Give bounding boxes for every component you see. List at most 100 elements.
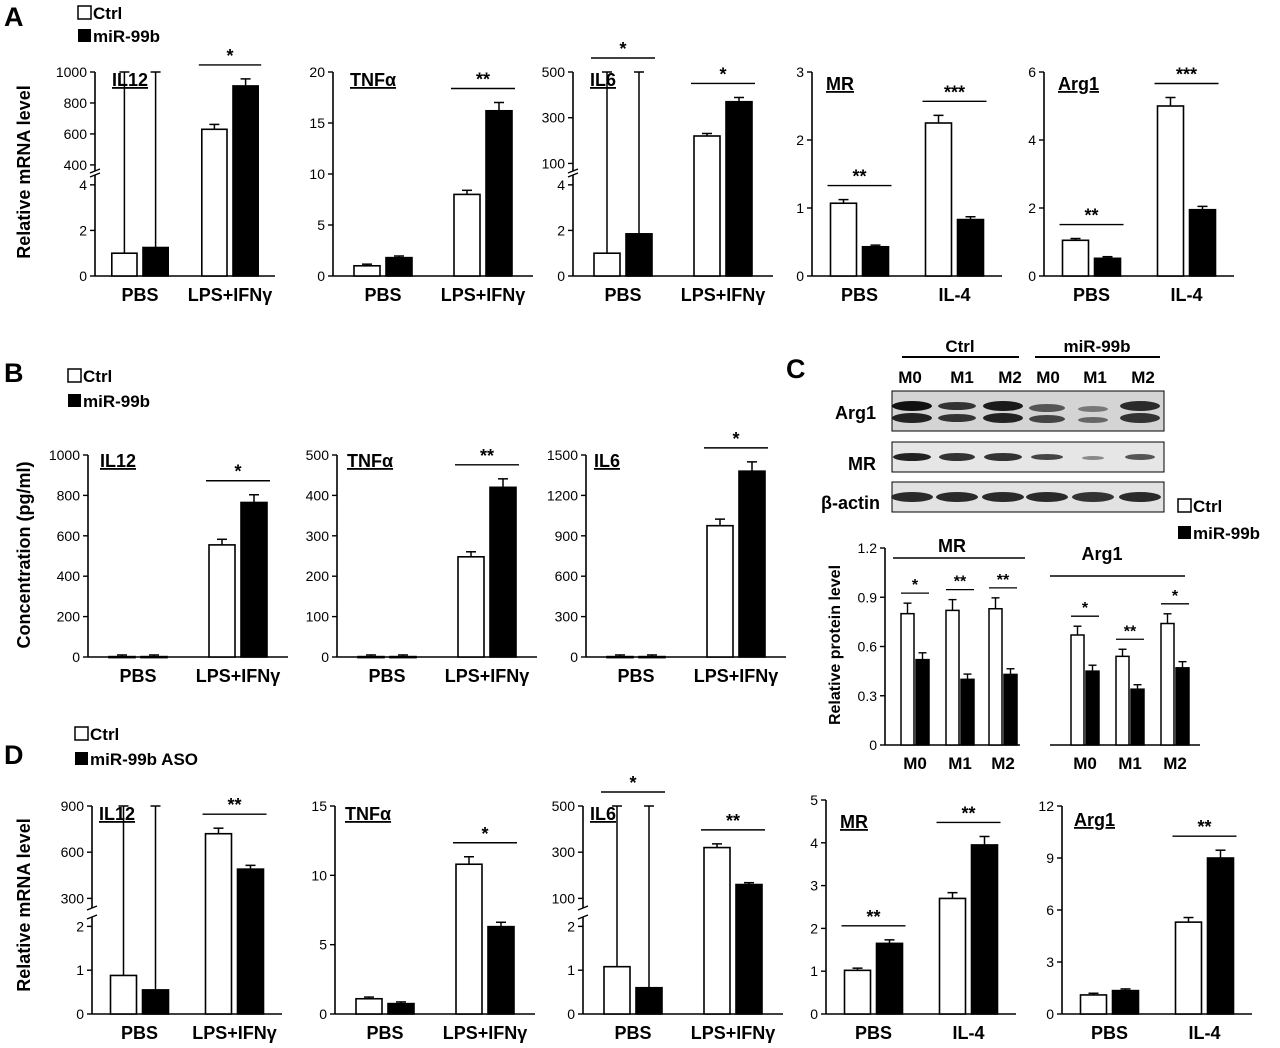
y-tick-label: 0 bbox=[1028, 268, 1036, 284]
bar-ctrl bbox=[1070, 634, 1085, 746]
legend-label-mir99b: miR-99b bbox=[83, 392, 150, 411]
x-tick-label: IL-4 bbox=[1170, 285, 1202, 305]
bar-ctrl bbox=[606, 655, 634, 659]
blot-lane-label: M1 bbox=[950, 368, 974, 387]
x-tick-label: LPS+IFNγ bbox=[694, 666, 779, 686]
x-tick-label: M1 bbox=[948, 754, 972, 773]
bar-treatment bbox=[236, 868, 265, 1015]
x-tick-label: M0 bbox=[1073, 754, 1097, 773]
chart-d1: 0 1 2 300 600 900 IL12 PBS LPS+IFNγ ** bbox=[61, 795, 282, 1043]
chart-title: IL6 bbox=[590, 804, 616, 824]
blot-group-mir99b: miR-99b bbox=[1063, 337, 1130, 356]
bar-treatment bbox=[861, 245, 890, 277]
y-tick-label: 0 bbox=[1046, 1006, 1054, 1022]
significance-label: ** bbox=[997, 572, 1010, 589]
panel-label-a: A bbox=[4, 2, 24, 32]
x-tick-label: PBS bbox=[614, 1023, 651, 1043]
y-tick-label: 0.3 bbox=[858, 688, 878, 704]
significance-label: ** bbox=[954, 574, 967, 591]
y-tick-label: 0.9 bbox=[858, 589, 878, 605]
x-tick-label: IL-4 bbox=[1188, 1023, 1220, 1043]
x-tick-label: PBS bbox=[121, 285, 158, 305]
y-tick-label: 500 bbox=[552, 798, 576, 814]
x-tick-label: LPS+IFNγ bbox=[691, 1023, 776, 1043]
y-tick-label: 300 bbox=[552, 844, 576, 860]
blot-band bbox=[984, 453, 1022, 461]
blot-band bbox=[1120, 401, 1160, 411]
y-tick-label: 1000 bbox=[49, 447, 80, 463]
y-title-b: Concentration (pg/ml) bbox=[14, 462, 34, 649]
y-tick-label: 400 bbox=[306, 487, 330, 503]
chart-b2: 0 100 200 300 400 500 TNFα PBS LPS+IFNγ ** bbox=[306, 446, 537, 686]
bar-ctrl bbox=[843, 969, 872, 1015]
bar-ctrl bbox=[1160, 622, 1175, 746]
blot-band bbox=[1072, 492, 1114, 502]
y-tick-label: 4 bbox=[557, 177, 565, 193]
axis-break-mark bbox=[86, 914, 98, 920]
chart-c: 0 0.3 0.6 0.9 1.2 M0 * M1 ** M2 ** M0 * M1 ** M2 * MR Arg1 bbox=[858, 536, 1200, 773]
blot-band bbox=[1125, 454, 1155, 460]
chart-a3: 0 2 4 100 300 500 IL6 PBS * LPS+IFNγ * bbox=[542, 39, 773, 305]
axis-break-mark bbox=[89, 168, 101, 174]
bar-ctrl bbox=[109, 974, 138, 1015]
y-tick-label: 0 bbox=[810, 1006, 818, 1022]
y-tick-label: 0 bbox=[72, 649, 80, 665]
blot-band bbox=[938, 414, 976, 422]
significance-label: * bbox=[719, 64, 726, 84]
chart-title: Arg1 bbox=[1074, 810, 1115, 830]
y-tick-label: 20 bbox=[309, 64, 325, 80]
bar-treatment bbox=[1130, 688, 1145, 746]
bar-treatment bbox=[725, 100, 753, 277]
significance-label: * bbox=[732, 429, 739, 449]
bar-treatment bbox=[387, 1002, 415, 1015]
x-tick-label: LPS+IFNγ bbox=[196, 666, 281, 686]
bar-ctrl bbox=[204, 832, 233, 1015]
chart-title: IL6 bbox=[594, 451, 620, 471]
bar-treatment bbox=[232, 85, 260, 277]
legend-label-mir99b: miR-99b bbox=[93, 27, 160, 46]
y-tick-label: 500 bbox=[306, 447, 330, 463]
blot-band bbox=[983, 401, 1023, 411]
significance-label: *** bbox=[1176, 65, 1197, 85]
blot-band bbox=[893, 453, 931, 461]
x-tick-label: PBS bbox=[366, 1023, 403, 1043]
y-tick-label: 600 bbox=[61, 844, 85, 860]
x-tick-label: M2 bbox=[1163, 754, 1187, 773]
y-tick-label: 0 bbox=[321, 649, 329, 665]
legend-label-ctrl: Ctrl bbox=[83, 367, 112, 386]
y-tick-label: 600 bbox=[555, 568, 579, 584]
blot-group-ctrl: Ctrl bbox=[945, 337, 974, 356]
x-tick-label: PBS bbox=[1073, 285, 1110, 305]
y-tick-label: 2 bbox=[796, 132, 804, 148]
y-tick-label: 0 bbox=[869, 737, 877, 753]
bar-ctrl bbox=[108, 655, 136, 659]
y-tick-label: 0 bbox=[570, 649, 578, 665]
y-tick-label: 1 bbox=[810, 963, 818, 979]
y-tick-label: 0 bbox=[319, 1006, 327, 1022]
legend-label-ctrl: Ctrl bbox=[93, 4, 122, 23]
y-tick-label: 3 bbox=[1046, 954, 1054, 970]
y-tick-label: 3 bbox=[796, 64, 804, 80]
y-tick-label: 500 bbox=[542, 64, 566, 80]
legend-swatch-ctrl bbox=[67, 368, 82, 383]
legend-swatch-ctrl bbox=[74, 726, 89, 741]
legend-d: Ctrl miR-99b ASO bbox=[74, 725, 198, 769]
x-tick-label: M2 bbox=[991, 754, 1015, 773]
bar-ctrl bbox=[111, 252, 138, 277]
bar-treatment bbox=[956, 218, 985, 277]
bar-ctrl bbox=[829, 202, 858, 277]
chart-b3: 0 300 600 900 1200 1500 IL6 PBS LPS+IFNγ * bbox=[547, 429, 786, 686]
y-tick-label: 200 bbox=[306, 568, 330, 584]
y-tick-label: 15 bbox=[309, 115, 325, 131]
blot-band bbox=[892, 401, 932, 411]
y-tick-label: 1000 bbox=[56, 64, 87, 80]
chart-b1: 0 200 400 600 800 1000 IL12 PBS LPS+IFNγ * bbox=[49, 447, 288, 686]
bar-ctrl bbox=[353, 264, 381, 277]
y-tick-label: 5 bbox=[317, 217, 325, 233]
y-tick-label: 2 bbox=[76, 918, 84, 934]
y-tick-label: 2 bbox=[810, 920, 818, 936]
bar-treatment bbox=[140, 655, 168, 659]
significance-label: ** bbox=[227, 795, 241, 815]
x-tick-label: IL-4 bbox=[952, 1023, 984, 1043]
